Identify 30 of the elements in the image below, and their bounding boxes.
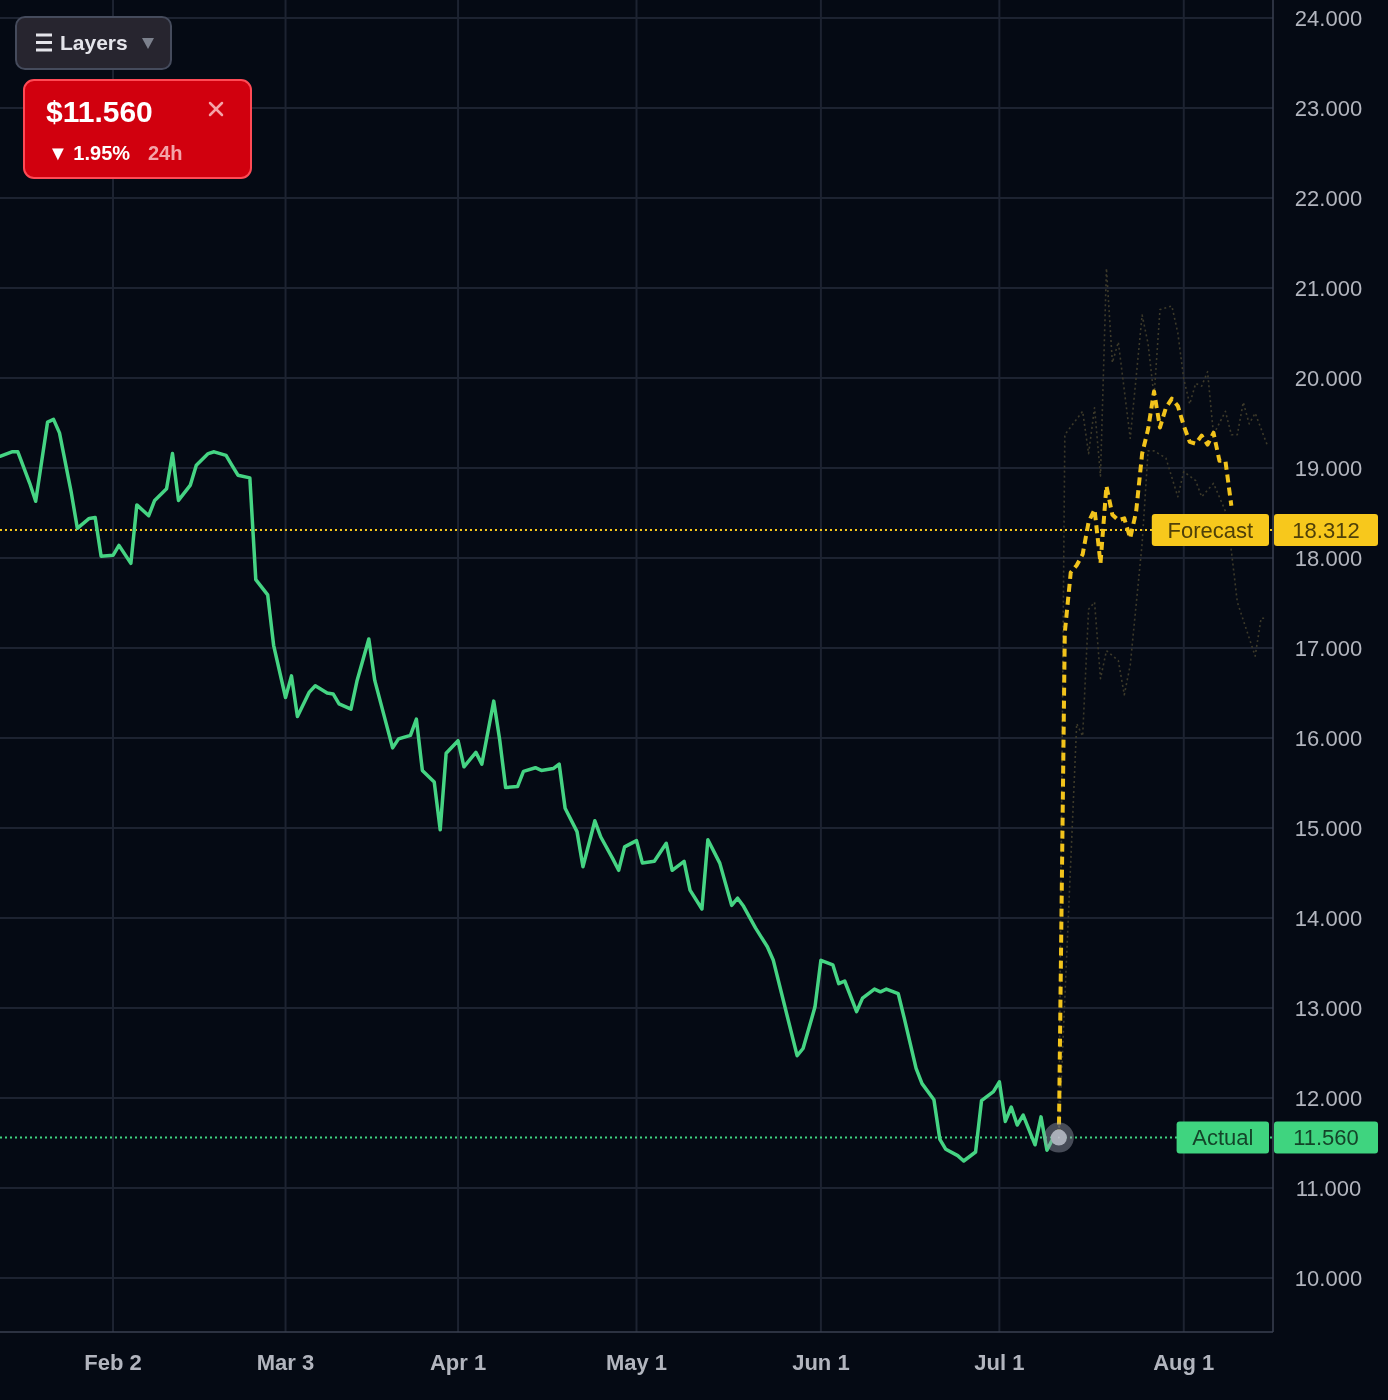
y-tick-label: 23.000 [1294,95,1363,121]
x-tick-label: Jun 1 [792,1349,850,1375]
y-tick-label: 10.000 [1294,1265,1363,1291]
y-tick-label: 24.000 [1294,5,1363,31]
y-tick-label: 22.000 [1294,185,1363,211]
y-tick-label: 16.000 [1294,725,1363,751]
text: 11.560 [1293,1125,1359,1151]
x-tick-label: Apr 1 [429,1349,487,1375]
x-tick-label: Jul 1 [974,1349,1025,1375]
x-tick-label: Feb 2 [84,1349,142,1375]
y-tick-label: 17.000 [1294,635,1363,661]
annotation: $11.560 [46,95,153,128]
text: 18.312 [1292,517,1360,543]
annotation: ▼ 1.95% [48,142,131,164]
x-tick-label: Mar 3 [256,1349,315,1375]
annotation: 24h [148,142,183,164]
y-tick-label: 20.000 [1294,365,1363,391]
y-tick-label: 13.000 [1294,995,1363,1021]
ref-line-label: Actual [1192,1125,1254,1151]
y-tick-label: 12.000 [1294,1085,1363,1111]
y-tick-label: 18.000 [1294,545,1363,571]
ref-line-label: Forecast [1167,517,1254,543]
x-tick-label: May 1 [605,1349,668,1375]
y-tick-label: 21.000 [1294,275,1363,301]
y-tick-label: 15.000 [1294,815,1363,841]
x-tick-label: Aug 1 [1153,1349,1215,1375]
annotation: Layers [60,31,128,54]
y-tick-label: 14.000 [1294,905,1363,931]
y-tick-label: 19.000 [1294,455,1363,481]
y-tick-label: 11.000 [1295,1175,1362,1201]
